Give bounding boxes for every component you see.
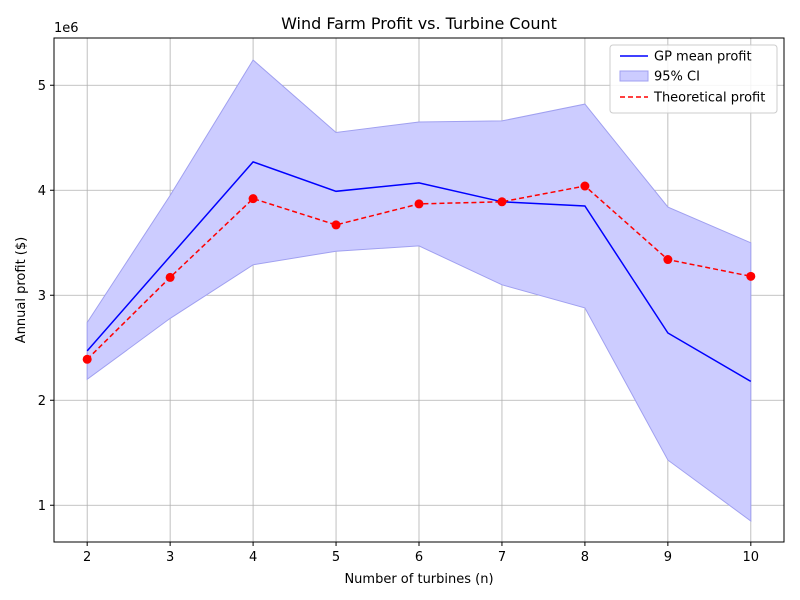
ci-band: [86, 59, 752, 522]
theoretical-point: [414, 199, 424, 209]
y-tick-label: 5: [38, 79, 46, 94]
y-tick-label: 4: [38, 184, 46, 199]
x-tick-label: 4: [249, 550, 257, 565]
series-layer: [82, 161, 756, 383]
ci-band-layer: [86, 59, 752, 522]
gp-mean-line: [86, 161, 752, 383]
y-tick-label: 1: [38, 499, 46, 514]
theoretical-point: [248, 194, 258, 204]
x-tick-label: 3: [166, 550, 174, 565]
y-axis-label: Annual profit ($): [14, 237, 29, 343]
x-tick-label: 2: [83, 550, 91, 565]
x-tick-label: 10: [743, 550, 760, 565]
x-axis-label: Number of turbines (n): [344, 572, 493, 587]
theoretical-point: [331, 220, 341, 230]
theoretical-point: [746, 271, 756, 281]
theoretical-point: [165, 272, 175, 282]
theoretical-point: [497, 197, 507, 207]
y-axis-offset-label: 1e6: [54, 21, 79, 36]
legend-swatch-ci: [619, 70, 649, 82]
y-tick-label: 2: [38, 394, 46, 409]
legend-label-ci: 95% CI: [654, 70, 700, 85]
y-tick-label: 3: [38, 289, 46, 304]
axis-ticks: 2 3 4 5 6 7 8 9 10 1 2 3 4 5: [38, 79, 759, 565]
x-tick-label: 7: [498, 550, 506, 565]
legend-box: [609, 44, 778, 114]
chart-title: Wind Farm Profit vs. Turbine Count: [281, 14, 557, 33]
legend-label-theoretical: Theoretical profit: [653, 91, 765, 106]
theoretical-point: [663, 255, 673, 265]
x-tick-label: 5: [332, 550, 340, 565]
x-tick-label: 8: [581, 550, 589, 565]
theoretical-point: [580, 181, 590, 191]
legend-label-gp-mean: GP mean profit: [654, 50, 752, 65]
theoretical-point: [82, 354, 92, 364]
legend: GP mean profit 95% CI Theoretical profit: [609, 44, 778, 114]
x-tick-label: 9: [664, 550, 672, 565]
x-tick-label: 6: [415, 550, 423, 565]
